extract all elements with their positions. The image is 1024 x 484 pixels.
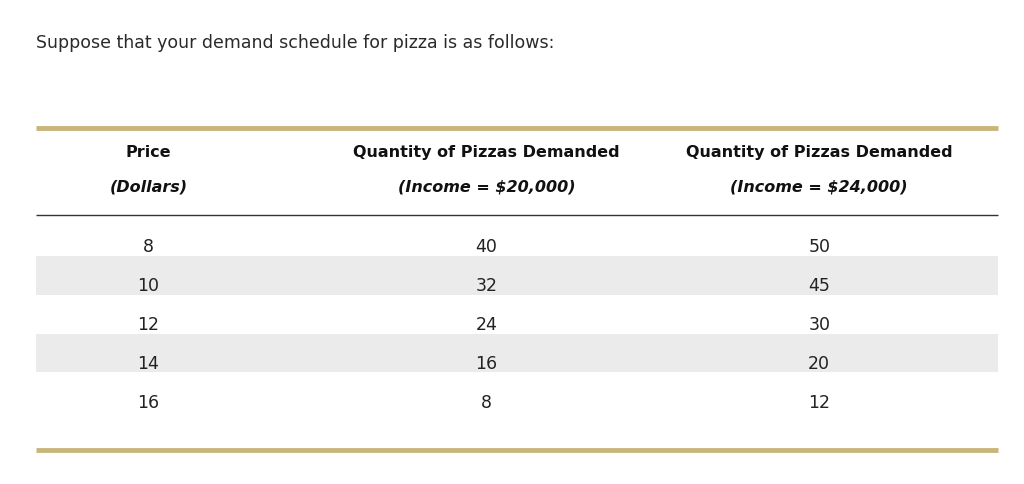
Text: 8: 8 [143,238,154,256]
Text: 12: 12 [137,315,160,333]
Bar [36,215,998,257]
Text: 20: 20 [808,354,830,372]
Text: 12: 12 [808,393,830,411]
Text: 30: 30 [808,315,830,333]
Bar [36,257,998,295]
Text: (Dollars): (Dollars) [110,179,187,194]
Text: Price: Price [126,145,171,160]
Text: 16: 16 [137,393,160,411]
Bar [36,334,998,373]
Text: 16: 16 [475,354,498,372]
Text: Quantity of Pizzas Demanded: Quantity of Pizzas Demanded [353,145,620,160]
Text: 40: 40 [475,238,498,256]
Text: 8: 8 [481,393,492,411]
Text: 10: 10 [137,276,160,295]
Text: 32: 32 [475,276,498,295]
Bar [36,295,998,334]
Text: 14: 14 [137,354,160,372]
Text: (Income = $24,000): (Income = $24,000) [730,179,908,194]
Text: Suppose that your demand schedule for pizza is as follows:: Suppose that your demand schedule for pi… [36,34,554,52]
Text: 24: 24 [475,315,498,333]
Text: Quantity of Pizzas Demanded: Quantity of Pizzas Demanded [686,145,952,160]
Text: (Income = $20,000): (Income = $20,000) [397,179,575,194]
Text: 50: 50 [808,238,830,256]
Bar [36,373,998,411]
Text: 45: 45 [808,276,830,295]
